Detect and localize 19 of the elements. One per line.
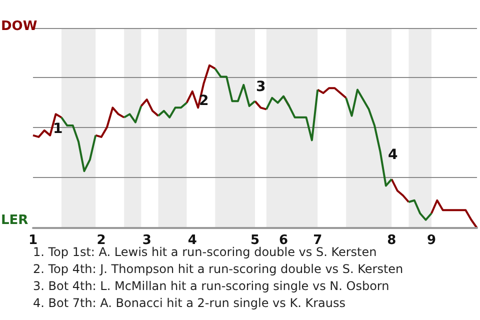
annotation: 4 [388, 147, 398, 163]
x-tick-label: 5 [250, 233, 260, 248]
x-tick-label: 9 [426, 233, 436, 248]
x-tick-label: 6 [278, 233, 288, 248]
x-tick-label: 2 [96, 233, 106, 248]
x-tick-label: 8 [387, 233, 396, 248]
text: 3. Bot 4th: L. McMillan hit a run-scoring single vs N. Osborn [33, 279, 390, 293]
x-tick-label: 3 [142, 233, 152, 248]
text: 4. Bot 7th: A. Bonacci hit a 2-run single vs K. Krauss [33, 296, 346, 310]
text: 1. Top 1st: A. Lewis hit a run-scoring double vs S. Kersten [33, 245, 377, 259]
annotation: 2 [199, 93, 209, 109]
x-tick-label: 4 [188, 233, 197, 248]
text: 2. Top 4th: J. Thompson hit a run-scoring double vs S. Kersten [33, 262, 404, 276]
x-tick-label: 1 [28, 233, 38, 248]
text: DOW [1, 19, 38, 34]
annotation: 3 [256, 79, 266, 95]
annotation: 1 [53, 121, 63, 137]
x-tick-label: 7 [313, 233, 322, 248]
text: LER [1, 213, 28, 228]
